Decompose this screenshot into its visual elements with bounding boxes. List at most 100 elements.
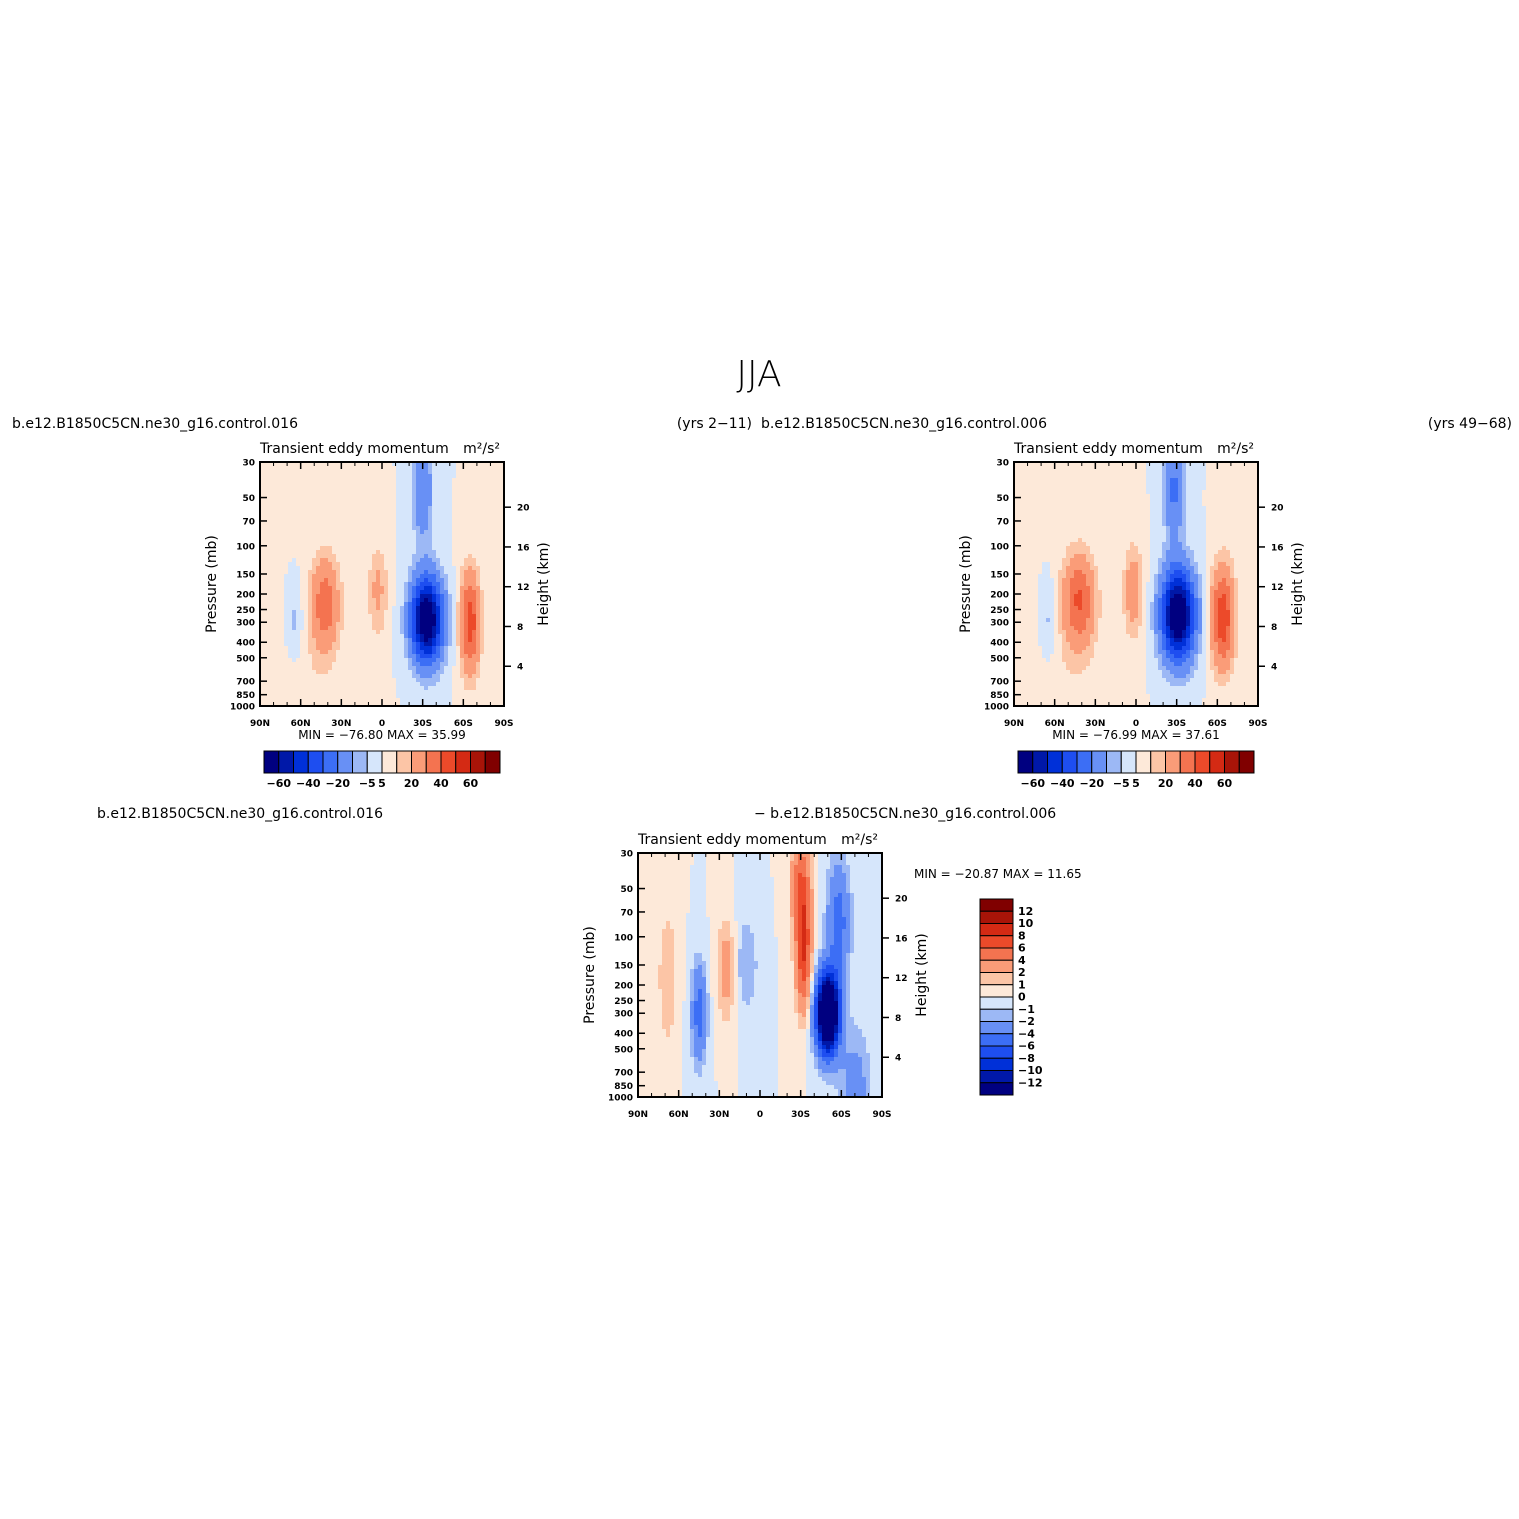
heatmap-cell — [1050, 626, 1055, 631]
heatmap-cell — [460, 686, 465, 691]
heatmap-cell — [388, 522, 393, 527]
heatmap-cell — [464, 526, 469, 531]
heatmap-cell — [408, 594, 413, 599]
heatmap-cell — [1034, 670, 1039, 675]
heatmap-cell — [480, 494, 485, 499]
heatmap-cell — [1074, 490, 1079, 495]
heatmap-cell — [380, 622, 385, 627]
heatmap-cell — [384, 682, 389, 687]
heatmap-cell — [436, 486, 441, 491]
colorbar-swatch — [455, 750, 471, 774]
heatmap-cell — [1046, 666, 1051, 671]
heatmap-cell — [1058, 630, 1063, 635]
heatmap-cell — [272, 578, 277, 583]
heatmap-cell — [264, 634, 269, 639]
heatmap-cell — [1022, 566, 1027, 571]
heatmap-cell — [444, 594, 449, 599]
heatmap-cell — [324, 482, 329, 487]
heatmap-cell — [1062, 538, 1067, 543]
heatmap-cell — [332, 534, 337, 539]
heatmap-cell — [1042, 602, 1047, 607]
heatmap-cell — [484, 530, 489, 535]
heatmap-cell — [324, 558, 329, 563]
heatmap-cell — [372, 662, 377, 667]
heatmap-cell — [1042, 702, 1047, 707]
heatmap-cell — [284, 658, 289, 663]
heatmap-cell — [432, 574, 437, 579]
heatmap-cell — [296, 558, 301, 563]
heatmap-cell — [496, 526, 501, 531]
heatmap-cell — [1082, 530, 1087, 535]
heatmap-cell — [284, 510, 289, 515]
heatmap-cell — [404, 626, 409, 631]
heatmap-cell — [460, 622, 465, 627]
heatmap-cell — [468, 610, 473, 615]
heatmap-cell — [432, 558, 437, 563]
heatmap-cell — [348, 466, 353, 471]
heatmap-cell — [356, 506, 361, 511]
heatmap-cell — [264, 542, 269, 547]
heatmap-cell — [400, 518, 405, 523]
heatmap-cell — [276, 542, 281, 547]
heatmap-cell — [388, 526, 393, 531]
heatmap-cell — [360, 634, 365, 639]
heatmap-cell — [424, 514, 429, 519]
heatmap-cell — [380, 626, 385, 631]
heatmap-cell — [476, 482, 481, 487]
heatmap-cell — [1046, 678, 1051, 683]
heatmap-cell — [412, 526, 417, 531]
heatmap-cell — [448, 594, 453, 599]
heatmap-cell — [384, 510, 389, 515]
heatmap-cell — [500, 606, 505, 611]
heatmap-cell — [292, 566, 297, 571]
heatmap-cell — [356, 678, 361, 683]
heatmap-cell — [280, 502, 285, 507]
heatmap-cell — [1066, 522, 1071, 527]
heatmap-cell — [328, 602, 333, 607]
heatmap-cell — [1082, 638, 1087, 643]
heatmap-cell — [392, 618, 397, 623]
heatmap-cell — [316, 470, 321, 475]
heatmap-cell — [1050, 554, 1055, 559]
heatmap-cell — [408, 658, 413, 663]
heatmap-cell — [476, 486, 481, 491]
heatmap-cell — [304, 498, 309, 503]
heatmap-cell — [1046, 602, 1051, 607]
heatmap-cell — [440, 654, 445, 659]
heatmap-cell — [332, 590, 337, 595]
heatmap-cell — [344, 614, 349, 619]
heatmap-cell — [292, 662, 297, 667]
heatmap-cell — [1086, 506, 1091, 511]
heatmap-cell — [452, 658, 457, 663]
heatmap-cell — [272, 566, 277, 571]
heatmap-cell — [456, 682, 461, 687]
heatmap-cell — [368, 674, 373, 679]
heatmap-cell — [376, 526, 381, 531]
heatmap-cell — [1046, 626, 1051, 631]
heatmap-cell — [340, 538, 345, 543]
heatmap-cell — [472, 494, 477, 499]
heatmap-cell — [1034, 678, 1039, 683]
heatmap-cell — [392, 614, 397, 619]
heatmap-cell — [432, 582, 437, 587]
heatmap-cell — [456, 690, 461, 695]
heatmap-cell — [384, 474, 389, 479]
heatmap-cell — [1030, 694, 1035, 699]
heatmap-cell — [264, 526, 269, 531]
heatmap-cell — [432, 694, 437, 699]
heatmap-cell — [1078, 470, 1083, 475]
heatmap-cell — [272, 514, 277, 519]
heatmap-cell — [388, 594, 393, 599]
heatmap-cell — [448, 694, 453, 699]
heatmap-cell — [344, 494, 349, 499]
heatmap-cell — [420, 590, 425, 595]
heatmap-cell — [320, 666, 325, 671]
heatmap-cell — [1022, 490, 1027, 495]
heatmap-cell — [392, 470, 397, 475]
heatmap-cell — [356, 662, 361, 667]
heatmap-cell — [392, 698, 397, 703]
heatmap-cell — [388, 694, 393, 699]
heatmap-cell — [340, 514, 345, 519]
heatmap-cell — [432, 702, 437, 707]
heatmap-cell — [1030, 598, 1035, 603]
